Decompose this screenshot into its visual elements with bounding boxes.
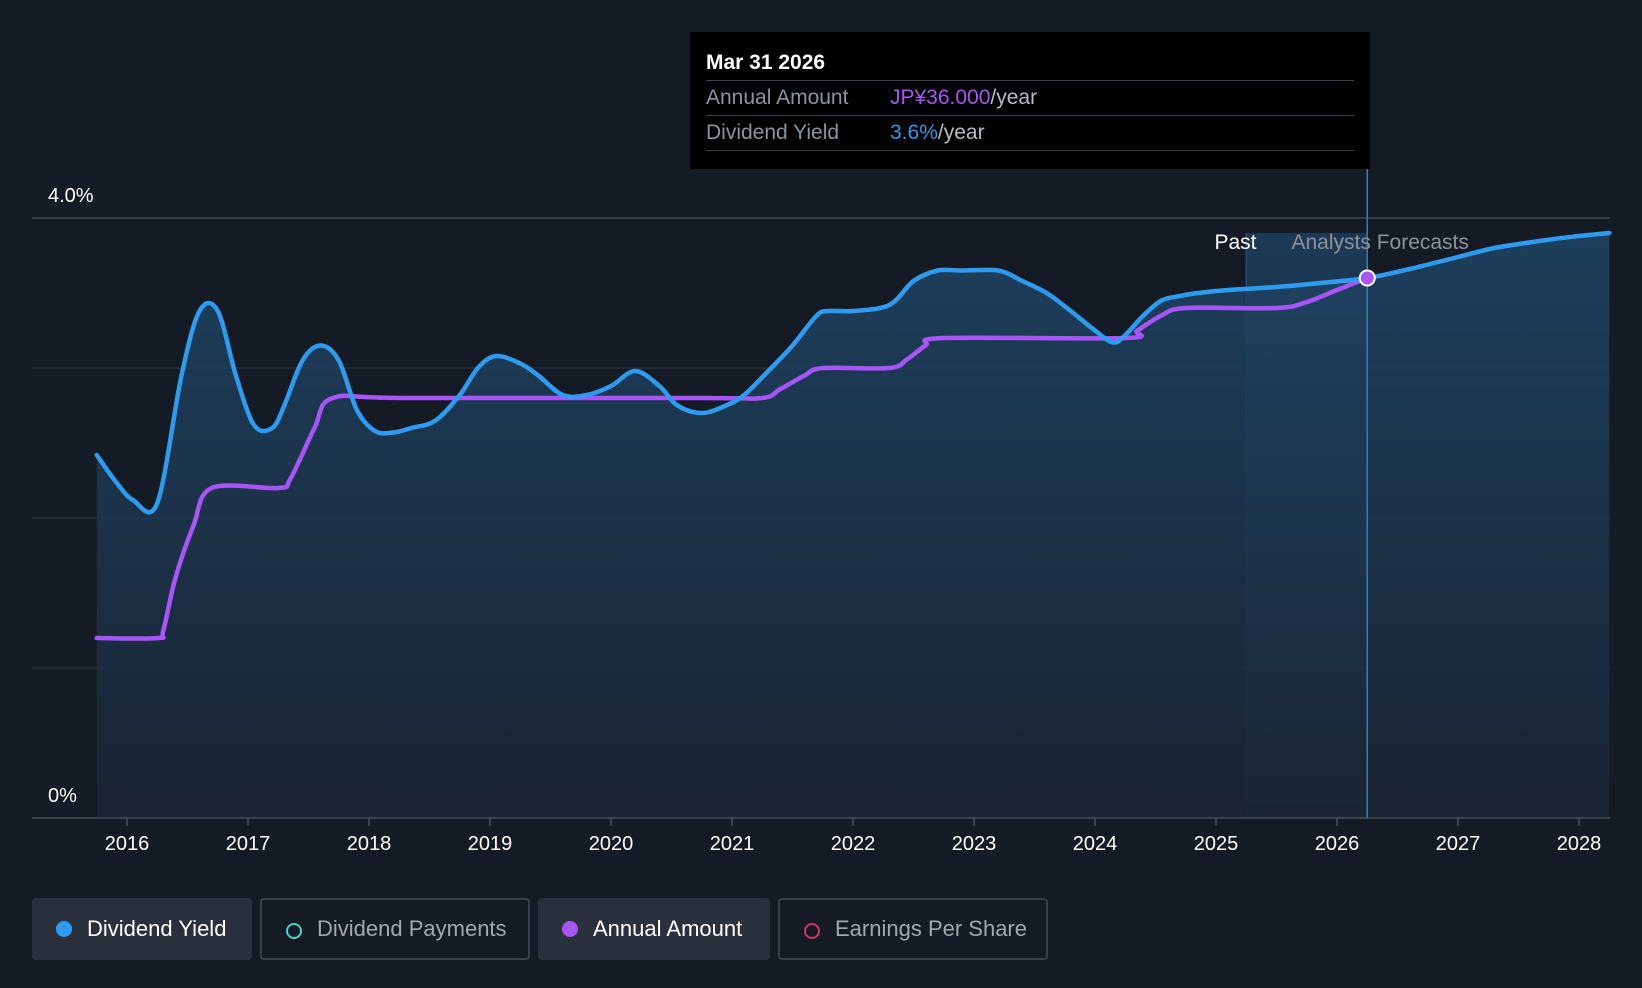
x-tick-label: 2020 [589, 833, 634, 855]
tooltip-annual-value: JP¥36.000 [890, 86, 991, 109]
tooltip-date: Mar 31 2026 [706, 46, 1354, 81]
dividend-yield-line [94, 230, 1612, 515]
legend-earnings-per-share[interactable]: Earnings Per Share [778, 898, 1048, 960]
highlight-point[interactable] [1358, 269, 1376, 287]
earnings-per-share-ring-icon [804, 923, 820, 939]
legend-dividend-yield-label: Dividend Yield [87, 916, 227, 941]
past-label: Past [1214, 231, 1256, 254]
tooltip-annual-unit: /year [990, 86, 1038, 109]
dividend-payments-ring-icon [286, 923, 302, 939]
x-tick-label: 2026 [1315, 833, 1360, 855]
legend-annual-amount[interactable]: Annual Amount [538, 898, 770, 960]
x-axis-ticks: 2016 2017 2018 2019 2020 2021 2022 2023 2024 2025… [105, 818, 1602, 855]
x-tick-label: 2019 [468, 833, 513, 855]
legend-annual-amount-label: Annual Amount [593, 916, 743, 941]
dividend-yield-area [96, 233, 1610, 818]
tooltip-annual-label: Annual Amount [706, 86, 849, 109]
y-tick-label: 4.0% [48, 185, 94, 207]
tooltip-yield-value: 3.6% [890, 121, 938, 144]
tooltip-yield-unit: /year [937, 121, 985, 144]
x-tick-label: 2027 [1436, 833, 1481, 855]
x-tick-label: 2025 [1194, 833, 1239, 855]
x-tick-label: 2023 [952, 833, 997, 855]
tooltip-yield-row: Dividend Yield 3.6% /year [706, 116, 1354, 151]
forecast-label: Analysts Forecasts [1292, 231, 1469, 254]
legend-dividend-payments[interactable]: Dividend Payments [260, 898, 530, 960]
x-tick-label: 2028 [1557, 833, 1602, 855]
tooltip-yield-label: Dividend Yield [706, 121, 840, 144]
x-tick-label: 2021 [710, 833, 755, 855]
legend-dividend-yield[interactable]: Dividend Yield [32, 898, 252, 960]
tooltip-annual-row: Annual Amount JP¥36.000 /year [706, 81, 1354, 116]
x-tick-label: 2022 [831, 833, 876, 855]
x-tick-label: 2016 [105, 833, 150, 855]
x-tick-label: 2018 [347, 833, 392, 855]
annual-amount-line [94, 275, 1370, 641]
annual-amount-dot-icon [562, 921, 578, 937]
data-tooltip: Mar 31 2026 Annual Amount JP¥36.000 /yea… [690, 32, 1370, 169]
x-tick-label: 2024 [1073, 833, 1118, 855]
y-axis-ticks: 0% 4.0% [48, 185, 94, 807]
dividend-yield-dot-icon [56, 921, 72, 937]
legend-dividend-payments-label: Dividend Payments [317, 916, 507, 941]
x-tick-label: 2017 [226, 833, 271, 855]
legend-earnings-per-share-label: Earnings Per Share [835, 916, 1027, 941]
y-tick-label: 0% [48, 785, 77, 807]
